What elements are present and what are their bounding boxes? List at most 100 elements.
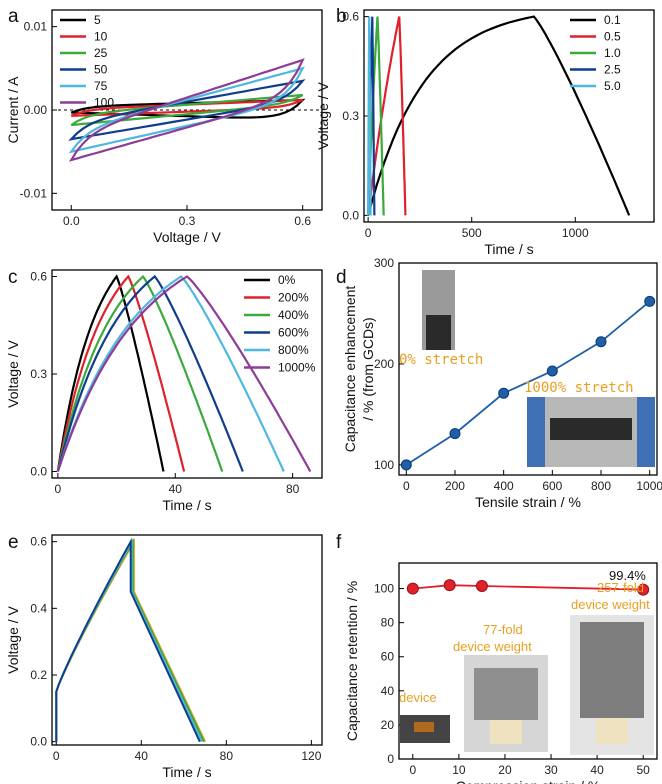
y-tick-label: 0.01 <box>24 20 48 34</box>
x-tick-label: 40 <box>135 749 149 763</box>
x-axis-label: Tensile strain / % <box>475 494 581 510</box>
photo-257-fold-base <box>596 718 628 744</box>
panel-c: c 0 40 80 0.0 0.3 0.6 Time / s Voltage / V 0% 200%… <box>5 267 323 513</box>
y-tick-label: 0.3 <box>30 367 47 381</box>
legend-label: 75 <box>94 79 108 93</box>
plot-frame <box>398 562 658 760</box>
legend-label: 2.5 <box>604 63 621 77</box>
legend-label: 0.5 <box>604 30 621 44</box>
series-line <box>405 300 651 466</box>
y-axis-label: Voltage / V <box>5 605 21 673</box>
gcd-curve <box>367 16 407 216</box>
gcd-curve <box>367 16 372 216</box>
x-tick-label: 800 <box>591 479 611 493</box>
cv-curve <box>68 79 306 141</box>
annotation-257-second-line: device weight <box>571 597 650 612</box>
photo-77-fold-weight <box>474 668 538 720</box>
gcd-curve <box>56 274 244 472</box>
x-tick-label: 0.6 <box>294 214 311 228</box>
x-tick-label: 30 <box>544 763 558 777</box>
y-tick-label: 0 <box>387 752 394 766</box>
gcd-curve <box>56 274 224 472</box>
data-point <box>449 428 461 440</box>
photo-device-core <box>414 722 434 732</box>
legend-label: 1.0 <box>604 46 621 60</box>
x-axis-label: Compression strain / % <box>456 778 601 784</box>
annotation-device: device <box>399 690 437 705</box>
legend-label: 5 <box>94 13 101 27</box>
y-tick-label: 100 <box>374 458 394 472</box>
data-point <box>546 365 558 377</box>
gcd-curve <box>56 274 165 472</box>
legend-label: 50 <box>94 63 108 77</box>
data-point <box>644 295 656 307</box>
panel-d: d 0 200 400 600 800 1000 100 200 300 Tensile strai… <box>336 256 662 510</box>
y-tick-label: 40 <box>381 684 395 698</box>
x-tick-label: 20 <box>498 763 512 777</box>
annotation-0-stretch: 0% stretch <box>399 352 483 368</box>
legend-label: 800% <box>278 343 309 357</box>
x-tick-label: 80 <box>286 482 300 496</box>
y-axis-label: Voltage / V <box>315 81 331 149</box>
x-tick-label: 80 <box>220 749 234 763</box>
photo-257-fold-weights <box>580 622 644 718</box>
y-tick-label: 0.2 <box>30 668 47 682</box>
x-tick-label: 50 <box>636 763 650 777</box>
y-tick-label: 100 <box>374 582 394 596</box>
x-tick-label: 0 <box>55 482 62 496</box>
legend-label: 0.1 <box>604 13 621 27</box>
legend-label: 600% <box>278 326 309 340</box>
photo-sample-stretched <box>550 418 632 440</box>
y-tick-label: -0.01 <box>20 186 48 200</box>
data-point <box>498 387 510 399</box>
panel-letter: e <box>8 532 19 553</box>
legend-label: 0% <box>278 273 296 287</box>
x-tick-label: 0.3 <box>179 214 196 228</box>
data-point <box>475 580 488 593</box>
panel-letter: b <box>336 6 347 27</box>
y-tick-label: 0.6 <box>30 270 47 284</box>
panel-letter: c <box>8 267 18 288</box>
y-tick-label: 0.6 <box>30 535 47 549</box>
data-point <box>406 582 419 595</box>
panel-b: b 0 500 1000 0.0 0.3 0.6 Time / s Voltage / V 0.1… <box>315 6 655 257</box>
y-tick-label: 0.0 <box>342 208 359 222</box>
x-tick-label: 0 <box>53 749 60 763</box>
x-tick-label: 1000 <box>562 226 589 240</box>
legend-label: 5.0 <box>604 79 621 93</box>
y-tick-label: 0.00 <box>24 103 48 117</box>
y-tick-label: 60 <box>381 650 395 664</box>
annotation-retention: 99.4% <box>609 568 646 583</box>
x-tick-label: 1000 <box>636 479 662 493</box>
data-point <box>400 459 412 471</box>
y-tick-label: 0.4 <box>30 601 47 615</box>
plot-frame <box>398 262 658 476</box>
x-tick-label: 0 <box>403 479 410 493</box>
y-axis-label: Current / A <box>5 76 21 144</box>
panel-letter: f <box>336 532 342 553</box>
annotation-257-fold: 257-fold <box>597 580 644 595</box>
panel-letter: d <box>336 267 347 288</box>
gcd-curve <box>367 15 631 216</box>
x-axis-label: Time / s <box>162 497 211 513</box>
x-tick-label: 400 <box>494 479 514 493</box>
photo-glove-left <box>527 397 545 467</box>
panel-e: e 0 40 80 120 0.0 0.2 0.4 0.6 Time / s Voltage / V <box>5 532 323 780</box>
panel-f: f 0 10 20 30 40 50 0 20 40 60 80 100 Compression stra… <box>336 532 658 784</box>
annotation-1000-stretch: 1000% stretch <box>524 380 634 396</box>
plot-frame <box>51 534 323 746</box>
x-tick-label: 0 <box>409 763 416 777</box>
annotation-77-fold: 77-fold <box>483 622 523 637</box>
cv-curve <box>68 58 305 162</box>
data-point <box>595 336 607 348</box>
series-line <box>412 584 644 591</box>
x-tick-label: 200 <box>445 479 465 493</box>
y-tick-label: 20 <box>381 718 395 732</box>
x-axis-label: Time / s <box>162 764 211 780</box>
x-tick-label: 10 <box>452 763 466 777</box>
y-axis-label: Voltage / V <box>5 339 21 407</box>
panel-letter: a <box>8 6 19 27</box>
photo-77-fold-base <box>490 720 522 744</box>
y-tick-label: 0.0 <box>30 735 47 749</box>
